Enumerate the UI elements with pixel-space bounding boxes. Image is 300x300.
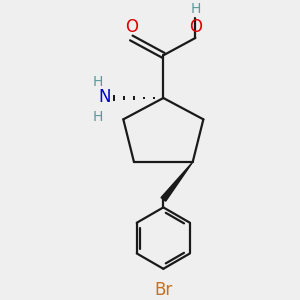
Text: O: O <box>189 18 202 36</box>
Text: H: H <box>190 2 201 16</box>
Text: N: N <box>98 88 111 106</box>
Text: H: H <box>93 110 103 124</box>
Text: H: H <box>93 75 103 89</box>
Polygon shape <box>161 162 193 201</box>
Text: Br: Br <box>154 281 172 299</box>
Text: O: O <box>125 18 138 36</box>
